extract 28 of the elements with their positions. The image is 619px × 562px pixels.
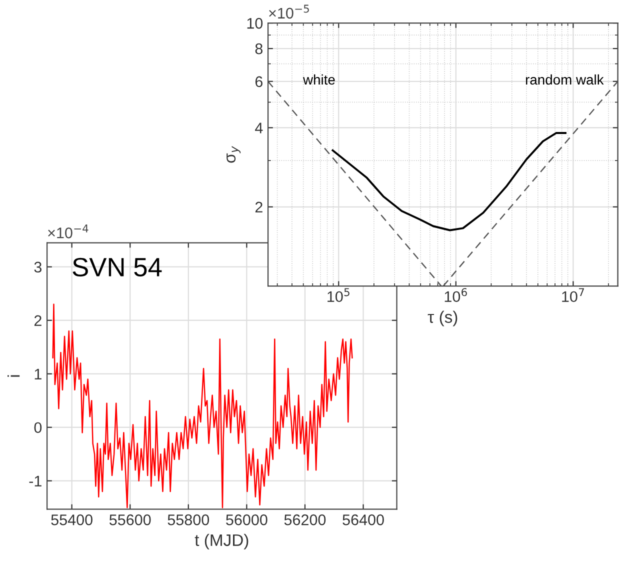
y-tick-label: 4 <box>255 122 263 134</box>
y-axis-title: σ$_{y}$ <box>226 146 241 163</box>
y-tick-label: 6 <box>255 76 262 88</box>
y-tick-label: 1 <box>34 368 42 380</box>
text: ×10$^{−4}$ <box>48 224 88 238</box>
x-tick-label: 10$^{6}$ <box>444 288 467 302</box>
x-tick-label: 55600 <box>109 514 151 526</box>
x-tick-label: 56200 <box>284 514 326 526</box>
text: ×10$^{−5}$ <box>269 4 309 19</box>
y-tick-label: 10 <box>247 18 263 29</box>
annotation: SVN 54 <box>72 258 162 277</box>
x-tick-label: 56000 <box>226 514 268 526</box>
x-axis-title: τ (s) <box>428 310 458 326</box>
x-tick-label: 56400 <box>342 514 384 526</box>
x-tick-label: 10$^{7}$ <box>562 288 584 302</box>
x-tick-label: 55400 <box>51 514 92 526</box>
annotation: white <box>302 74 335 85</box>
x-axis-title: t (MJD) <box>194 534 248 550</box>
y-tick-label: 0 <box>34 422 42 434</box>
y-tick-label: 2 <box>255 202 262 212</box>
y-tick-label: 3 <box>34 262 42 273</box>
annotation: random walk <box>526 74 604 85</box>
y-tick-label: 8 <box>255 43 262 54</box>
x-tick-label: 10$^{5}$ <box>328 288 350 302</box>
y-tick-label: -1 <box>29 476 42 486</box>
x-tick-label: 55800 <box>168 514 210 526</box>
y-tick-label: 2 <box>34 315 42 326</box>
y-axis-title: i <box>8 375 20 377</box>
